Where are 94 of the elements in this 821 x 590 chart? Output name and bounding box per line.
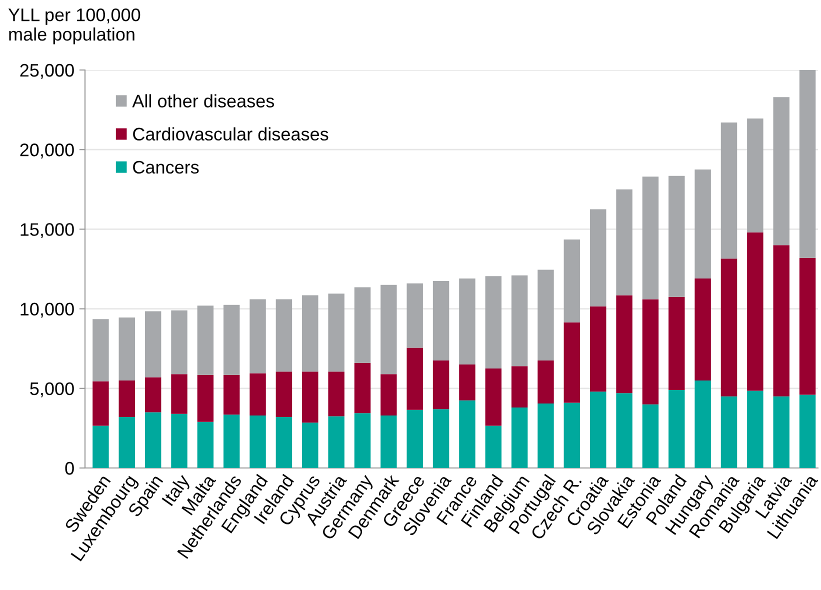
- bar: [302, 295, 318, 372]
- bar: [747, 232, 764, 391]
- bar: [564, 402, 580, 468]
- y-tick-label: 10,000: [20, 302, 74, 318]
- bar: [799, 394, 816, 468]
- bar: [197, 422, 214, 468]
- bar: [250, 299, 266, 374]
- bar: [694, 278, 711, 380]
- bar: [616, 295, 632, 394]
- bar: [642, 176, 659, 300]
- legend-label: Cancers: [133, 160, 199, 174]
- y-tick-label: 0: [65, 462, 74, 475]
- bar: [250, 373, 266, 416]
- bar: [171, 310, 188, 374]
- bar: [459, 400, 476, 468]
- bar: [642, 299, 659, 404]
- bar: [538, 360, 554, 404]
- bar: [616, 189, 632, 296]
- bar: [144, 412, 162, 468]
- bar: [432, 409, 450, 468]
- bar: [92, 381, 109, 426]
- bar: [720, 122, 738, 259]
- bar: [432, 360, 450, 410]
- bar: [799, 70, 816, 258]
- bar: [250, 415, 266, 468]
- bar: [642, 404, 659, 468]
- bar: [223, 304, 240, 375]
- bar: [616, 393, 632, 468]
- bar: [118, 417, 135, 468]
- bar: [459, 364, 476, 400]
- bar: [485, 276, 502, 368]
- bar: [511, 366, 528, 408]
- bar: [590, 209, 606, 306]
- legend-label: Cardiovascular diseases: [133, 127, 328, 141]
- bar: [302, 422, 318, 468]
- bar: [328, 416, 344, 468]
- bar: [380, 415, 397, 468]
- bar: [92, 426, 109, 468]
- bar: [406, 410, 423, 468]
- bar: [223, 414, 240, 468]
- bar: [406, 348, 423, 410]
- bar: [799, 258, 816, 395]
- bar: [747, 390, 764, 468]
- bar: [694, 170, 711, 279]
- bar: [485, 426, 502, 468]
- bar: [354, 413, 371, 468]
- bar: [197, 306, 214, 375]
- bar: [564, 240, 580, 322]
- bar: [380, 374, 397, 416]
- y-tick-label: 20,000: [20, 144, 74, 158]
- bar: [380, 284, 397, 374]
- bar: [773, 396, 790, 468]
- bar: [773, 97, 790, 246]
- bar: [773, 245, 790, 396]
- bar: [354, 362, 371, 414]
- bar: [668, 296, 685, 390]
- bar: [302, 372, 318, 423]
- bar: [118, 380, 135, 418]
- bar: [511, 275, 528, 366]
- bar: [590, 306, 606, 392]
- bar: [197, 374, 214, 422]
- bar: [171, 374, 188, 414]
- bar: [668, 176, 685, 297]
- bar: [747, 118, 764, 232]
- bar: [720, 258, 738, 396]
- bar: [694, 380, 711, 468]
- bar: [276, 417, 292, 468]
- y-tick-label: 5,000: [30, 382, 74, 398]
- bar: [223, 374, 240, 415]
- bar: [92, 319, 109, 382]
- bar: [276, 372, 292, 418]
- bar: [538, 404, 554, 468]
- bar: [485, 368, 502, 426]
- bar: [538, 270, 554, 361]
- bar: [511, 408, 528, 468]
- bar: [432, 280, 450, 361]
- bar: [459, 278, 476, 365]
- y-tick-label: 25,000: [20, 64, 74, 79]
- bar: [406, 283, 423, 348]
- bar: [564, 322, 580, 403]
- bar: [668, 390, 685, 468]
- y-axis-title: YLL per 100,000 male population: [8, 8, 140, 44]
- bar: [720, 396, 738, 468]
- bar: [171, 414, 188, 468]
- bar: [590, 392, 606, 468]
- bar: [118, 318, 135, 380]
- bar: [328, 372, 344, 416]
- bar: [276, 299, 292, 372]
- bar: [328, 294, 344, 372]
- bar: [144, 377, 162, 412]
- y-tick-label: 15,000: [20, 223, 74, 238]
- legend-label: All other diseases: [132, 94, 274, 108]
- bar: [144, 311, 162, 378]
- bar: [354, 287, 371, 363]
